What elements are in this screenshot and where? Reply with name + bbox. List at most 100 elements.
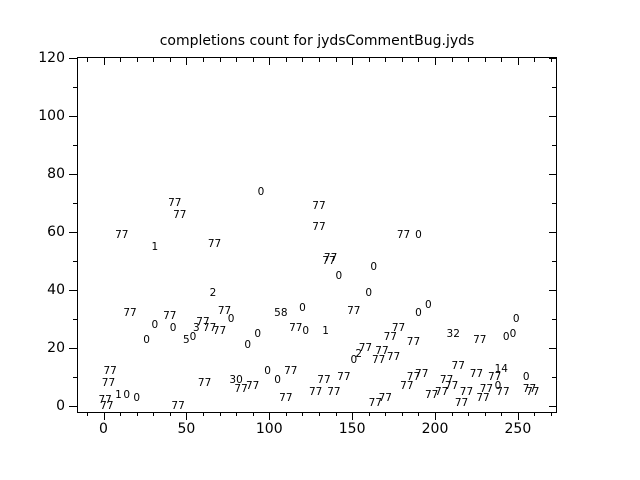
data-point-label: 77 bbox=[196, 316, 210, 329]
y-major-tick-right bbox=[549, 58, 556, 60]
y-major-tick bbox=[69, 116, 77, 118]
x-major-tick bbox=[352, 412, 354, 420]
x-tick-label: 50 bbox=[177, 421, 196, 437]
data-point-label: 77 bbox=[202, 321, 217, 334]
x-major-tick-top bbox=[269, 58, 271, 65]
data-point-label: 77 bbox=[378, 391, 392, 404]
data-point-label: 77 bbox=[98, 394, 112, 407]
x-minor-tick bbox=[285, 412, 287, 416]
data-point-label: 77 bbox=[322, 255, 336, 268]
y-minor-tick bbox=[73, 261, 77, 263]
data-point-label: 77 bbox=[197, 377, 212, 390]
x-minor-tick bbox=[551, 412, 553, 416]
y-major-tick bbox=[69, 232, 77, 234]
x-minor-tick-top bbox=[169, 58, 171, 62]
plot-area bbox=[77, 57, 557, 413]
data-point-label: 77 bbox=[358, 342, 373, 355]
data-point-label: 1 bbox=[151, 240, 159, 253]
data-point-label: 0 bbox=[299, 301, 306, 314]
x-minor-tick-top bbox=[252, 58, 254, 62]
data-point-label: 0 bbox=[123, 388, 131, 401]
data-point-label: 77 bbox=[383, 330, 397, 343]
x-tick-label: 0 bbox=[99, 421, 108, 437]
data-point-label: 77 bbox=[279, 391, 293, 404]
x-minor-tick bbox=[484, 412, 486, 416]
data-point-label: 0 bbox=[415, 229, 422, 242]
x-major-tick-top bbox=[186, 58, 188, 65]
data-point-label: 0 bbox=[143, 333, 150, 346]
y-minor-tick-right bbox=[552, 261, 556, 263]
data-point-label: 77 bbox=[347, 304, 361, 317]
y-minor-tick bbox=[73, 87, 77, 89]
data-point-label: 77 bbox=[123, 307, 137, 320]
y-major-tick bbox=[69, 406, 77, 408]
data-point-label: 77 bbox=[234, 382, 248, 395]
x-minor-tick bbox=[252, 412, 254, 416]
data-point-label: 2 bbox=[209, 287, 217, 300]
x-major-tick bbox=[517, 412, 519, 420]
data-point-label: 77 bbox=[406, 336, 421, 349]
x-minor-tick bbox=[169, 412, 171, 416]
x-minor-tick bbox=[368, 412, 370, 416]
data-point-label: 77 bbox=[327, 385, 341, 398]
data-point-label: 77 bbox=[444, 379, 459, 392]
y-major-tick bbox=[69, 290, 77, 292]
y-tick-label: 60 bbox=[47, 224, 65, 241]
data-point-label: 0 bbox=[415, 307, 422, 320]
x-minor-tick bbox=[302, 412, 304, 416]
data-point-label: 77 bbox=[308, 385, 323, 398]
y-minor-tick-right bbox=[552, 319, 556, 321]
x-minor-tick bbox=[236, 412, 238, 416]
y-tick-label: 20 bbox=[47, 340, 65, 357]
y-major-tick-right bbox=[549, 116, 556, 118]
data-point-label: 77 bbox=[415, 368, 429, 381]
x-minor-tick-top bbox=[534, 58, 536, 62]
x-minor-tick-top bbox=[136, 58, 138, 62]
y-major-tick-right bbox=[549, 232, 556, 234]
data-point-label: 32 bbox=[446, 327, 460, 340]
data-point-label: 0 bbox=[257, 185, 265, 198]
x-minor-tick-top bbox=[385, 58, 387, 62]
data-point-label: 77 bbox=[425, 388, 439, 401]
data-point-label: 77 bbox=[212, 324, 227, 337]
y-minor-tick bbox=[73, 319, 77, 321]
data-point-label: 77 bbox=[284, 365, 298, 378]
data-point-label: 77 bbox=[207, 237, 222, 250]
data-point-label: 0 bbox=[509, 327, 517, 340]
x-minor-tick bbox=[318, 412, 320, 416]
data-point-label: 77 bbox=[396, 229, 411, 242]
x-minor-tick bbox=[451, 412, 453, 416]
data-point-label: 77 bbox=[526, 385, 540, 398]
data-point-label: 77 bbox=[522, 382, 537, 395]
data-point-label: 77 bbox=[100, 400, 114, 413]
y-major-tick-right bbox=[549, 348, 556, 350]
data-point-label: 14 bbox=[494, 362, 508, 375]
x-tick-label: 150 bbox=[338, 421, 366, 437]
x-minor-tick-top bbox=[418, 58, 420, 62]
x-minor-tick-top bbox=[368, 58, 370, 62]
data-point-label: 77 bbox=[496, 385, 510, 398]
y-major-tick-right bbox=[549, 406, 556, 408]
y-tick-label: 0 bbox=[56, 398, 65, 415]
data-point-label: 0 bbox=[274, 374, 281, 387]
data-point-label: 0 bbox=[370, 261, 378, 274]
x-minor-tick bbox=[501, 412, 503, 416]
x-minor-tick-top bbox=[318, 58, 320, 62]
x-major-tick-top bbox=[435, 58, 436, 65]
x-tick-label: 200 bbox=[421, 421, 449, 437]
x-minor-tick-top bbox=[219, 58, 221, 62]
data-point-label: 2 bbox=[355, 348, 363, 361]
x-major-tick bbox=[103, 412, 105, 420]
x-minor-tick-top bbox=[302, 58, 304, 62]
x-minor-tick-top bbox=[153, 58, 155, 62]
data-point-label: 77 bbox=[171, 400, 185, 413]
x-minor-tick bbox=[468, 412, 470, 416]
y-minor-tick bbox=[73, 377, 77, 379]
data-point-label: 77 bbox=[312, 200, 326, 213]
y-tick-label: 40 bbox=[47, 282, 65, 299]
data-point-label: 77 bbox=[103, 365, 117, 378]
x-minor-tick-top bbox=[285, 58, 287, 62]
y-tick-label: 120 bbox=[38, 50, 65, 67]
data-point-label: 77 bbox=[163, 310, 177, 323]
data-point-label: 0 bbox=[522, 371, 530, 384]
